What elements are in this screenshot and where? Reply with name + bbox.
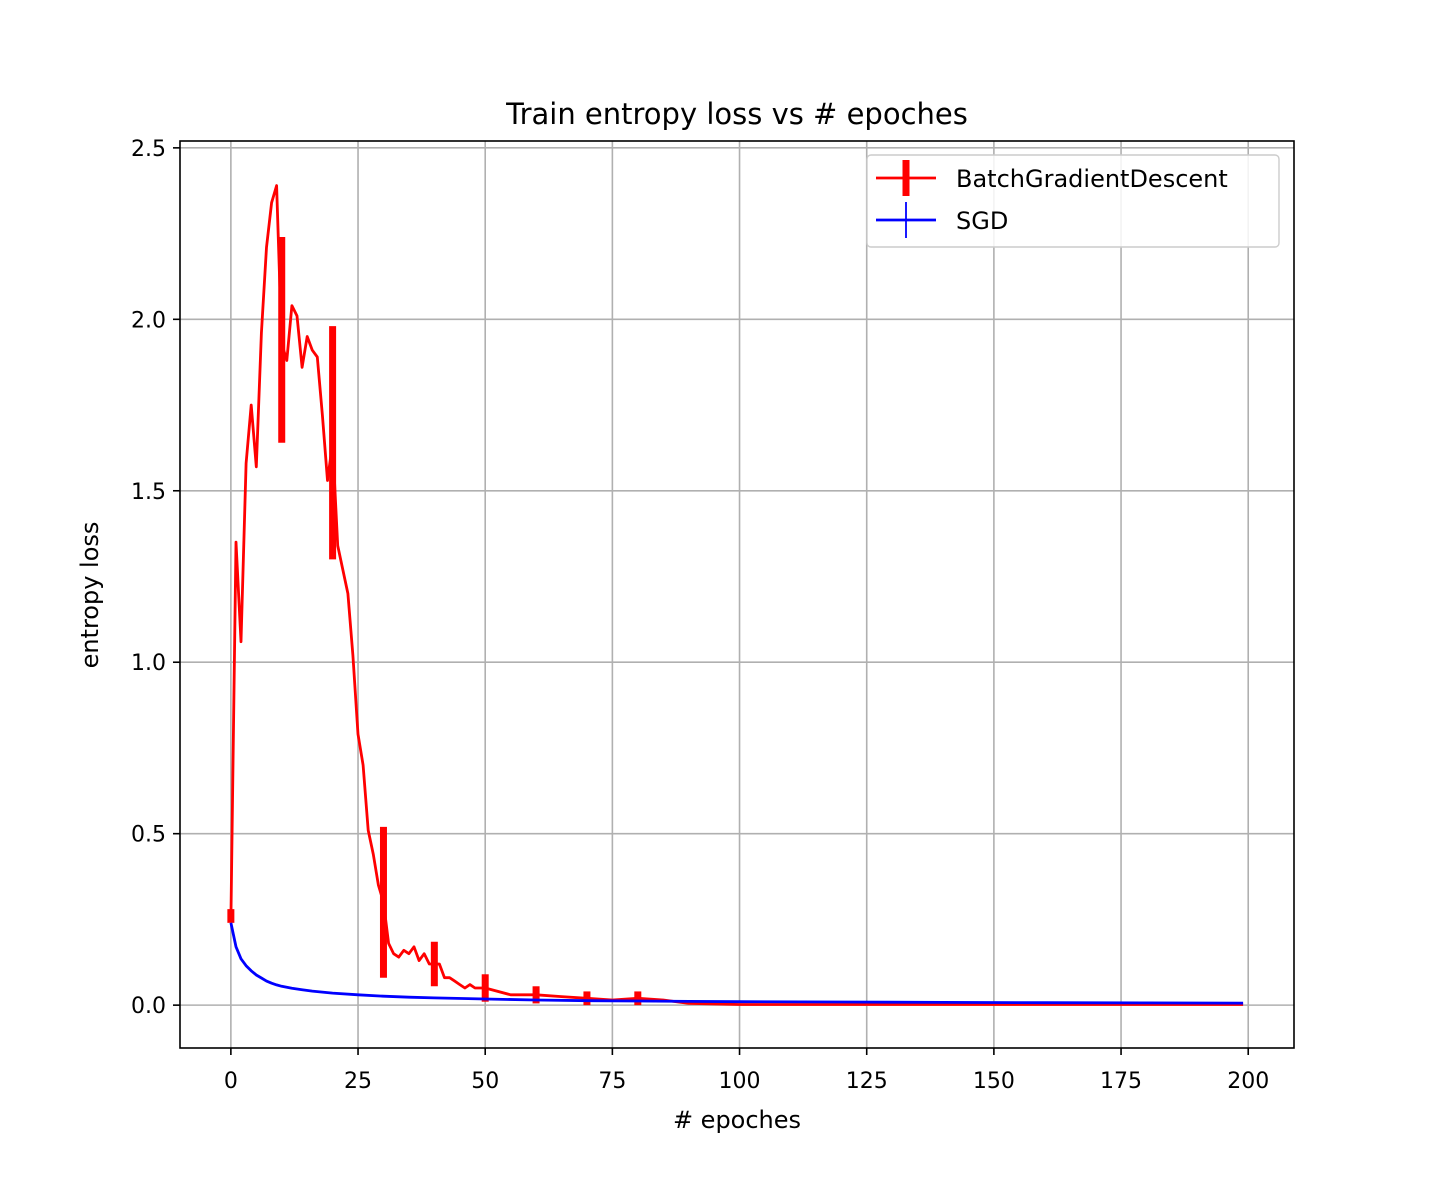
y-tick-label: 2.5	[131, 137, 166, 162]
ticks: 0 25 50 75 100 125 150 175 200 0.0 0.5 1.0 1.5 2.0 2.5	[131, 137, 1269, 1094]
y-tick-label: 1.0	[131, 651, 166, 676]
x-tick-label: 150	[973, 1069, 1015, 1094]
x-tick-label: 50	[471, 1069, 499, 1094]
x-tick-label: 25	[344, 1069, 372, 1094]
series-layer	[227, 184, 1244, 1006]
chart-title: Train entropy loss vs # epoches	[505, 97, 968, 131]
x-tick-label: 200	[1227, 1069, 1269, 1094]
x-axis-label: # epoches	[673, 1106, 801, 1134]
legend-label-batch: BatchGradientDescent	[956, 165, 1228, 193]
plot-frame	[179, 140, 1295, 1049]
y-axis-label: entropy loss	[76, 522, 104, 669]
y-tick-label: 0.5	[131, 823, 166, 848]
x-tick-label: 175	[1100, 1069, 1142, 1094]
y-tick-label: 2.0	[131, 308, 166, 333]
y-tick-label: 1.5	[131, 480, 166, 505]
x-tick-label: 0	[224, 1069, 238, 1094]
legend-box	[866, 154, 1280, 248]
legend: BatchGradientDescent SGD	[866, 154, 1280, 248]
x-tick-label: 125	[846, 1069, 888, 1094]
legend-label-sgd: SGD	[956, 207, 1008, 235]
y-tick-label: 0.0	[131, 994, 166, 1019]
x-tick-label: 100	[719, 1069, 761, 1094]
x-tick-label: 75	[598, 1069, 626, 1094]
series-line-sgd	[229, 922, 1244, 1005]
